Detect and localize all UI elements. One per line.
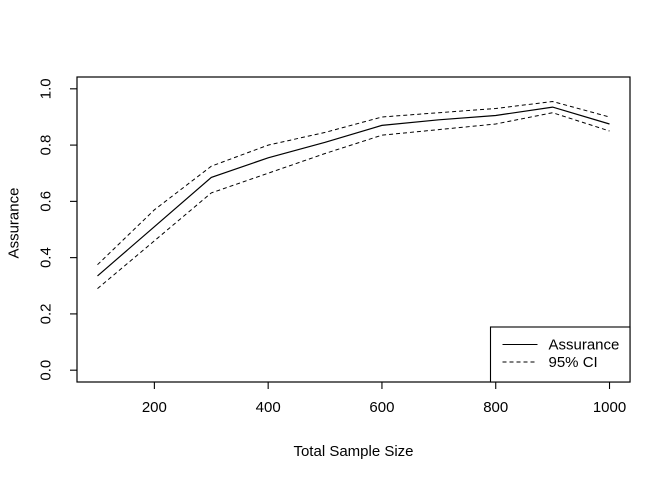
y-tick-label: 0.4 <box>37 247 54 268</box>
y-tick-label: 0.6 <box>37 191 54 212</box>
y-tick-label: 0.8 <box>37 135 54 156</box>
ci-upper-line <box>97 100 610 266</box>
y-tick-label: 0.2 <box>37 303 54 324</box>
y-tick-label: 1.0 <box>37 78 54 99</box>
y-axis-title: Assurance <box>5 187 23 259</box>
x-tick-label: 600 <box>369 399 394 416</box>
x-tick-label: 800 <box>483 399 508 416</box>
assurance-line <box>97 106 610 277</box>
legend-box <box>489 326 631 383</box>
x-tick-label: 1000 <box>593 399 626 416</box>
plot-box <box>76 76 631 383</box>
y-tick-label: 0.0 <box>37 360 54 381</box>
x-tick-label: 200 <box>142 399 167 416</box>
x-axis-title: Total Sample Size <box>293 443 414 460</box>
ci-lower-line <box>97 112 610 289</box>
x-tick-label: 400 <box>256 399 281 416</box>
legend-label: 95% CI <box>549 354 598 371</box>
legend-label: Assurance <box>549 337 620 354</box>
